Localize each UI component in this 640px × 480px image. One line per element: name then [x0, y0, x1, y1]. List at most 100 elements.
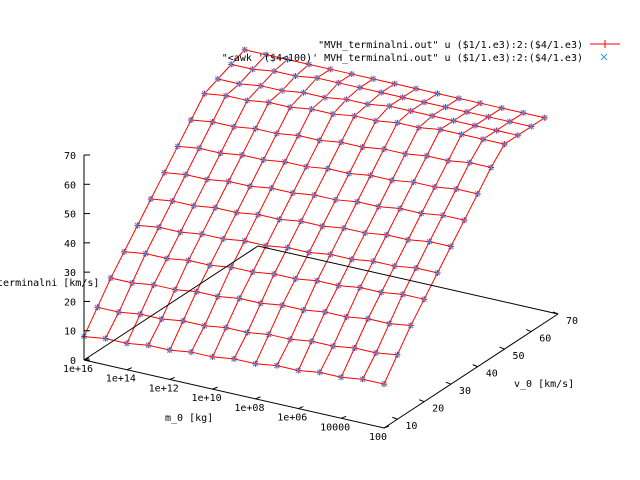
m-tick — [383, 425, 390, 429]
data-point-cross — [164, 255, 170, 262]
data-point-cross — [413, 265, 419, 271]
data-point-cross — [415, 124, 422, 131]
data-point-cross — [314, 75, 320, 81]
data-point-cross — [215, 293, 221, 300]
data-point-cross — [458, 131, 465, 138]
data-point-cross — [225, 178, 232, 185]
m-tick-label: 1e+10 — [192, 393, 222, 404]
data-point-cross — [343, 96, 350, 103]
m-tick — [255, 396, 261, 400]
data-point-cross — [134, 222, 141, 229]
data-point-cross — [287, 336, 294, 343]
data-point-cross — [322, 309, 328, 315]
data-point-cross — [506, 118, 513, 125]
data-point-cross — [330, 343, 336, 349]
data-point-cross — [431, 184, 438, 190]
data-point-cross — [399, 94, 406, 101]
data-point-cross — [322, 94, 328, 101]
v-tick-label: 10 — [405, 421, 417, 432]
data-point-cross — [204, 176, 211, 183]
data-point-cross — [421, 99, 427, 106]
data-point-cross — [145, 342, 152, 349]
data-point-cross — [180, 318, 186, 324]
data-point-cross — [271, 68, 277, 75]
v-tick-label: 30 — [459, 386, 471, 397]
data-point-cross — [450, 117, 457, 124]
m-tick — [212, 386, 218, 390]
data-point-cross — [308, 106, 315, 113]
data-point-cross — [488, 164, 494, 171]
data-point-cross — [231, 356, 237, 362]
data-point-cross — [397, 205, 403, 212]
data-point-cross — [391, 263, 398, 269]
data-point-cross — [142, 250, 149, 257]
data-point-cross — [172, 286, 178, 293]
x-axis-label: m_0 [kg] — [165, 413, 213, 424]
base-back-edges — [83, 245, 559, 361]
v-tick — [445, 381, 452, 385]
data-point-cross — [340, 225, 347, 231]
data-point-cross — [188, 117, 194, 123]
data-point-cross — [370, 76, 377, 82]
v-tick — [392, 416, 398, 420]
data-point-cross — [231, 123, 237, 130]
data-point-cross — [394, 119, 401, 126]
data-point-cross — [351, 113, 358, 119]
data-point-cross — [348, 256, 355, 263]
data-point-cross — [386, 103, 393, 110]
v-tick — [418, 399, 425, 403]
data-point-cross — [348, 71, 355, 77]
data-point-cross — [115, 309, 122, 316]
data-point-cross — [461, 217, 468, 224]
v-tick — [552, 311, 559, 315]
data-point-cross — [236, 81, 243, 87]
data-point-cross — [423, 152, 430, 159]
m-tick-label: 1e+12 — [149, 383, 179, 394]
data-point-cross — [190, 202, 197, 209]
data-point-cross — [244, 329, 251, 336]
data-point-cross — [292, 73, 299, 79]
data-point-cross — [338, 139, 344, 146]
data-point-cross — [174, 143, 181, 150]
data-point-cross — [338, 374, 344, 381]
data-point-cross — [244, 97, 251, 104]
data-point-cross — [214, 76, 221, 82]
data-point-cross — [223, 92, 229, 99]
m-tick-label: 10000 — [320, 422, 350, 433]
data-point-cross — [209, 119, 216, 125]
v-tick — [499, 346, 505, 350]
z-tick-label: 10 — [64, 327, 76, 338]
data-point-cross — [207, 262, 213, 269]
data-point-cross — [129, 280, 136, 286]
v-tick-label: 60 — [539, 334, 551, 345]
tick-labels: 0 10 20 30 40 50 60 70 1e+16 1e+14 1e+12 1e+10 1e+08… — [63, 151, 578, 443]
data-point-cross — [295, 132, 302, 139]
data-point-cross — [252, 360, 259, 367]
data-point-cross — [421, 296, 428, 303]
data-point-cross — [290, 190, 296, 196]
data-point-cross — [303, 163, 310, 170]
data-point-cross — [405, 236, 411, 243]
data-point-cross — [247, 183, 253, 190]
data-point-cross — [381, 381, 387, 387]
data-point-cross — [501, 141, 508, 147]
data-point-cross — [370, 258, 377, 265]
plot-axes — [83, 154, 559, 429]
data-point-cross — [292, 275, 299, 282]
data-point-cross — [201, 90, 208, 97]
data-point-cross — [252, 125, 259, 132]
data-point-cross — [233, 209, 240, 216]
data-point-cross — [343, 313, 350, 320]
data-point-cross — [356, 84, 363, 91]
data-point-cross — [378, 289, 385, 296]
m-tick — [126, 367, 133, 371]
data-point-cross — [365, 315, 371, 322]
data-point-cross — [193, 288, 200, 295]
data-point-cross — [493, 127, 500, 134]
data-point-cross — [434, 269, 441, 276]
data-point-cross — [255, 211, 261, 218]
data-point-cross — [281, 158, 288, 165]
data-point-cross — [485, 113, 492, 120]
z-tick-label: 50 — [64, 210, 76, 221]
